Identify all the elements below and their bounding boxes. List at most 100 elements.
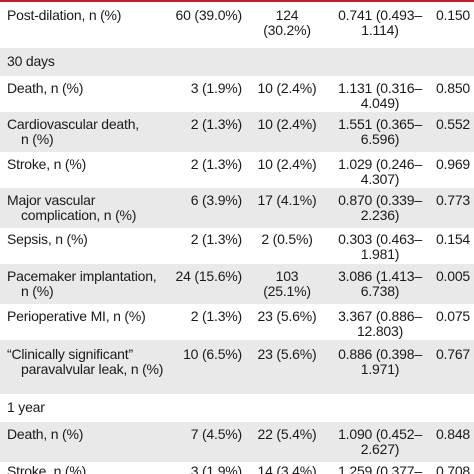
table-row: Cardiovascular death, n (%) 2 (1.3%) 10 … bbox=[0, 112, 474, 152]
row-label: Death, n (%) bbox=[7, 80, 84, 96]
p-value: 0.969 bbox=[435, 156, 470, 172]
count-tavr-b: 124 (30.2%) bbox=[252, 8, 322, 38]
count-tavr-a: 24 (15.6%) bbox=[175, 268, 243, 284]
row-label-line1: Major vascular bbox=[7, 192, 96, 208]
odds-ratio-line1: 3.367 (0.886– bbox=[338, 308, 422, 324]
count-tavr-b: 10 (2.4%) bbox=[257, 116, 317, 132]
odds-ratio-ci: 3.367 (0.886– 12.803) bbox=[330, 309, 430, 339]
odds-ratio-ci: 1.029 (0.246– 4.307) bbox=[330, 157, 430, 187]
odds-ratio-line1: 1.131 (0.316– bbox=[338, 80, 422, 96]
row-label-line2: n (%) bbox=[21, 131, 54, 147]
count-tavr-a: 6 (3.9%) bbox=[190, 192, 243, 208]
row-label-line1: Pacemaker implantation, bbox=[7, 268, 157, 284]
table-row: Death, n (%) 3 (1.9%) 10 (2.4%) 1.131 (0… bbox=[0, 76, 474, 112]
odds-ratio-line1: 0.886 (0.398– bbox=[338, 346, 422, 362]
count-tavr-a: 3 (1.9%) bbox=[190, 80, 243, 96]
count-tavr-b-line2: (30.2%) bbox=[263, 22, 311, 38]
row-label: Death, n (%) bbox=[7, 426, 84, 442]
section-label: 1 year bbox=[7, 399, 45, 415]
p-value: 0.773 bbox=[435, 192, 470, 208]
count-tavr-b: 17 (4.1%) bbox=[257, 192, 317, 208]
count-tavr-b: 23 (5.6%) bbox=[257, 346, 317, 362]
table-row: “Clinically significant” paravalvular le… bbox=[0, 340, 474, 394]
table-row: Sepsis, n (%) 2 (1.3%) 2 (0.5%) 0.303 (0… bbox=[0, 228, 474, 264]
section-row-1-year: 1 year bbox=[0, 394, 474, 422]
count-tavr-b: 103 (25.1%) bbox=[252, 269, 322, 299]
odds-ratio-line2: 6.596) bbox=[360, 131, 400, 147]
odds-ratio-line2: 12.803) bbox=[356, 323, 404, 339]
odds-ratio-line2: 6.738) bbox=[360, 283, 400, 299]
odds-ratio-ci: 0.886 (0.398– 1.971) bbox=[330, 347, 430, 377]
count-tavr-a: 10 (6.5%) bbox=[183, 346, 242, 362]
row-label: Stroke, n (%) bbox=[7, 156, 87, 172]
p-value: 0.552 bbox=[435, 116, 470, 132]
odds-ratio-line1: 0.303 (0.463– bbox=[338, 231, 422, 247]
p-value: 0.767 bbox=[435, 346, 470, 362]
count-tavr-b-line1: 124 bbox=[275, 7, 299, 23]
p-value: 0.075 bbox=[435, 308, 470, 324]
table-top-rule bbox=[0, 0, 474, 2]
p-value: 0.708 bbox=[435, 463, 470, 474]
table-row: Stroke, n (%) 2 (1.3%) 10 (2.4%) 1.029 (… bbox=[0, 152, 474, 188]
p-value: 0.154 bbox=[435, 231, 470, 247]
table-row: Stroke, n (%) 3 (1.9%) 14 (3.4%) 1.259 (… bbox=[0, 462, 474, 474]
row-label: Perioperative MI, n (%) bbox=[7, 308, 146, 324]
count-tavr-b: 10 (2.4%) bbox=[257, 156, 317, 172]
count-tavr-b: 10 (2.4%) bbox=[257, 80, 317, 96]
odds-ratio-line1: 0.741 (0.493– bbox=[338, 7, 422, 23]
odds-ratio-line2: 4.049) bbox=[360, 95, 400, 111]
count-tavr-b: 14 (3.4%) bbox=[257, 463, 317, 474]
row-label-line2: paravalvular leak, n (%) bbox=[21, 361, 164, 377]
row-label-line1: “Clinically significant” bbox=[7, 346, 133, 362]
odds-ratio-line1: 0.870 (0.339– bbox=[338, 192, 422, 208]
row-label: “Clinically significant” paravalvular le… bbox=[7, 347, 167, 377]
p-value: 0.005 bbox=[435, 268, 470, 284]
row-label: Pacemaker implantation, n (%) bbox=[7, 269, 167, 299]
section-row-30-days: 30 days bbox=[0, 48, 474, 76]
count-tavr-a: 60 (39.0%) bbox=[175, 7, 243, 23]
section-label: 30 days bbox=[7, 53, 55, 69]
odds-ratio-line1: 3.086 (1.413– bbox=[338, 268, 422, 284]
count-tavr-a: 2 (1.3%) bbox=[190, 308, 243, 324]
odds-ratio-ci: 0.870 (0.339– 2.236) bbox=[330, 193, 430, 223]
odds-ratio-line1: 1.029 (0.246– bbox=[338, 156, 422, 172]
row-label-line1: Cardiovascular death, bbox=[7, 116, 139, 132]
odds-ratio-line2: 1.981) bbox=[360, 246, 400, 262]
count-tavr-b: 22 (5.4%) bbox=[257, 426, 317, 442]
row-label-line2: n (%) bbox=[21, 283, 54, 299]
count-tavr-b-line2: (25.1%) bbox=[263, 283, 311, 299]
odds-ratio-ci: 0.303 (0.463– 1.981) bbox=[330, 232, 430, 262]
table-row: Post-dilation, n (%) 60 (39.0%) 124 (30.… bbox=[0, 2, 474, 48]
table-row: Pacemaker implantation, n (%) 24 (15.6%)… bbox=[0, 264, 474, 304]
count-tavr-a: 7 (4.5%) bbox=[190, 426, 243, 442]
count-tavr-b-line1: 103 bbox=[275, 268, 299, 284]
table-row: Death, n (%) 7 (4.5%) 22 (5.4%) 1.090 (0… bbox=[0, 422, 474, 462]
odds-ratio-line1: 1.090 (0.452– bbox=[338, 426, 422, 442]
row-label: Post-dilation, n (%) bbox=[7, 8, 167, 23]
odds-ratio-ci: 3.086 (1.413– 6.738) bbox=[330, 269, 430, 299]
p-value: 0.850 bbox=[435, 80, 470, 96]
odds-ratio-line2: 2.236) bbox=[360, 207, 400, 223]
p-value: 0.848 bbox=[435, 426, 470, 442]
count-tavr-a: 2 (1.3%) bbox=[190, 156, 243, 172]
odds-ratio-line2: 4.307) bbox=[360, 171, 400, 187]
row-label: Major vascular complication, n (%) bbox=[7, 193, 167, 223]
odds-ratio-ci: 1.131 (0.316– 4.049) bbox=[330, 81, 430, 111]
row-label-line2: complication, n (%) bbox=[21, 207, 137, 223]
count-tavr-b: 23 (5.6%) bbox=[257, 308, 317, 324]
count-tavr-b: 2 (0.5%) bbox=[261, 231, 313, 247]
row-label: Sepsis, n (%) bbox=[7, 231, 88, 247]
row-label: Stroke, n (%) bbox=[7, 463, 87, 474]
p-value: 0.150 bbox=[435, 7, 470, 23]
odds-ratio-line1: 1.551 (0.365– bbox=[338, 116, 422, 132]
odds-ratio-ci: 0.741 (0.493– 1.114) bbox=[330, 8, 430, 38]
row-label: Cardiovascular death, n (%) bbox=[7, 117, 167, 147]
odds-ratio-ci: 1.551 (0.365– 6.596) bbox=[330, 117, 430, 147]
table-row: Major vascular complication, n (%) 6 (3.… bbox=[0, 188, 474, 228]
count-tavr-a: 2 (1.3%) bbox=[190, 231, 243, 247]
table-row: Perioperative MI, n (%) 2 (1.3%) 23 (5.6… bbox=[0, 304, 474, 340]
odds-ratio-ci: 1.259 (0.377– bbox=[338, 463, 422, 474]
odds-ratio-ci: 1.090 (0.452– 2.627) bbox=[330, 427, 430, 457]
count-tavr-a: 2 (1.3%) bbox=[190, 116, 243, 132]
